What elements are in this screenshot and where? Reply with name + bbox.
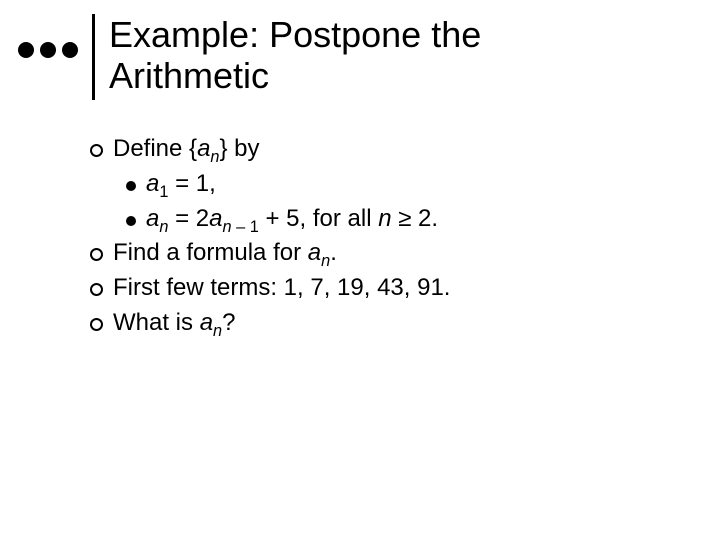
slide-title: Example: Postpone the Arithmetic — [109, 14, 481, 97]
decorative-dots — [18, 42, 78, 58]
var-a: a — [197, 135, 210, 162]
text: ≥ 2. — [392, 205, 439, 232]
disc-bullet-icon — [126, 216, 136, 226]
var-a: a — [308, 239, 321, 266]
text: What is — [113, 309, 200, 336]
var-a: a — [200, 309, 213, 336]
var-a: a — [146, 205, 159, 232]
bullet-text: First few terms: 1, 7, 19, 43, 91. — [113, 271, 450, 306]
sub-nm1: n – 1 — [223, 217, 259, 235]
sub-text: an = 2an – 1 + 5, for all n ≥ 2. — [146, 202, 438, 237]
sub-n: n — [223, 217, 232, 235]
bullet-text: What is an? — [113, 306, 235, 341]
ring-bullet-icon — [90, 144, 103, 157]
ring-bullet-icon — [90, 283, 103, 296]
var-n: n — [378, 205, 391, 232]
title-line-2: Arithmetic — [109, 55, 269, 96]
sub-bullet-recur: an = 2an – 1 + 5, for all n ≥ 2. — [126, 202, 720, 237]
text: } by — [220, 135, 260, 162]
var-a: a — [209, 205, 222, 232]
dot-icon — [40, 42, 56, 58]
bullet-define: Define {an} by — [90, 132, 720, 167]
vertical-divider — [92, 14, 95, 100]
disc-bullet-icon — [126, 181, 136, 191]
slide-body: Define {an} by a1 = 1, an = 2an – 1 + 5,… — [0, 100, 720, 341]
bullet-terms: First few terms: 1, 7, 19, 43, 91. — [90, 271, 720, 306]
ring-bullet-icon — [90, 318, 103, 331]
title-line-1: Example: Postpone the — [109, 14, 481, 55]
sub-n: n — [210, 148, 219, 166]
dot-icon — [18, 42, 34, 58]
text: Find a formula for — [113, 239, 308, 266]
sub-minus1: – 1 — [232, 217, 259, 235]
dot-icon — [62, 42, 78, 58]
slide-header: Example: Postpone the Arithmetic — [0, 0, 720, 100]
ring-bullet-icon — [90, 248, 103, 261]
bullet-whatis: What is an? — [90, 306, 720, 341]
text: ? — [222, 309, 235, 336]
var-a: a — [146, 170, 159, 197]
text: = 2 — [168, 205, 209, 232]
text: Define { — [113, 135, 197, 162]
text: . — [330, 239, 337, 266]
sub-text: a1 = 1, — [146, 167, 216, 202]
sub-n: n — [321, 252, 330, 270]
bullet-find: Find a formula for an. — [90, 236, 720, 271]
sub-list: a1 = 1, an = 2an – 1 + 5, for all n ≥ 2. — [90, 167, 720, 237]
sub-n: n — [213, 322, 222, 340]
text: + 5, for all — [259, 205, 378, 232]
bullet-text: Define {an} by — [113, 132, 260, 167]
sub-bullet-base: a1 = 1, — [126, 167, 720, 202]
text: = 1, — [168, 170, 215, 197]
bullet-text: Find a formula for an. — [113, 236, 337, 271]
